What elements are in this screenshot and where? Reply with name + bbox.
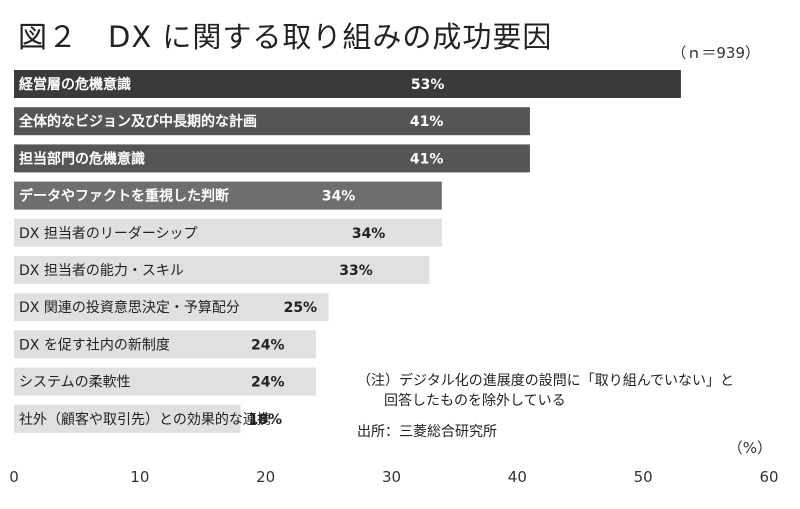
bar-label-4: データやファクトを重視した判断 (19, 188, 229, 205)
bar-value-1: 53% (411, 77, 445, 93)
bar-value-9: 24% (251, 375, 285, 391)
bar-label-6: DX 担当者の能力・スキル (19, 263, 184, 279)
x-tick-10: 10 (130, 468, 149, 486)
bar-value-2: 41% (410, 114, 444, 130)
bar-value-4: 34% (322, 189, 356, 205)
x-tick-20: 20 (256, 468, 275, 486)
unit-label: （%） (727, 439, 772, 457)
chart-title: 図２ DX に関する取り組みの成功要因 (18, 20, 553, 54)
x-tick-30: 30 (382, 468, 401, 486)
bar-label-10: 社外（顧客や取引先）との効果的な連携 (19, 411, 271, 428)
bar-2 (14, 107, 530, 136)
bar-label-1: 経営層の危機意識 (19, 76, 131, 93)
footnote-line-2: 回答したものを除外している (384, 393, 566, 409)
x-tick-50: 50 (634, 468, 653, 486)
footnote-line-1: （注）デジタル化の進展度の設問に「取り組んでいない」と (357, 373, 735, 389)
footnote: （注）デジタル化の進展度の設問に「取り組んでいない」と 回答したものを除外してい… (357, 371, 734, 411)
bar-label-2: 全体的なビジョン及び中長期的な計画 (18, 113, 257, 130)
bar-value-10: 18% (249, 412, 283, 428)
x-tick-40: 40 (508, 468, 527, 486)
bar-label-9: システムの柔軟性 (19, 375, 131, 391)
bar-label-7: DX 関連の投資意思決定・予算配分 (19, 299, 240, 316)
x-tick-0: 0 (9, 468, 19, 486)
bar-value-6: 33% (339, 263, 373, 279)
bar-9 (14, 367, 316, 396)
sample-size-label: （ｎ＝939） (671, 44, 760, 62)
bar-8 (14, 330, 316, 359)
bar-5 (14, 218, 442, 247)
bar-1 (14, 70, 681, 98)
bar-label-8: DX を促す社内の新制度 (19, 337, 170, 353)
bar-value-8: 24% (251, 337, 285, 353)
x-tick-60: 60 (759, 468, 778, 486)
bar-label-3: 担当部門の危機意識 (19, 150, 145, 167)
source-label: 出所：三菱総合研究所 (357, 424, 497, 440)
bar-value-3: 41% (410, 151, 444, 167)
bar-3 (14, 144, 530, 173)
bar-10 (14, 404, 241, 433)
bar-label-5: DX 担当者のリーダーシップ (19, 226, 198, 242)
bar-4 (14, 181, 442, 210)
bar-7 (14, 293, 329, 322)
bar-value-7: 25% (284, 300, 318, 316)
bar-6 (14, 256, 430, 284)
bar-value-5: 34% (352, 226, 386, 242)
